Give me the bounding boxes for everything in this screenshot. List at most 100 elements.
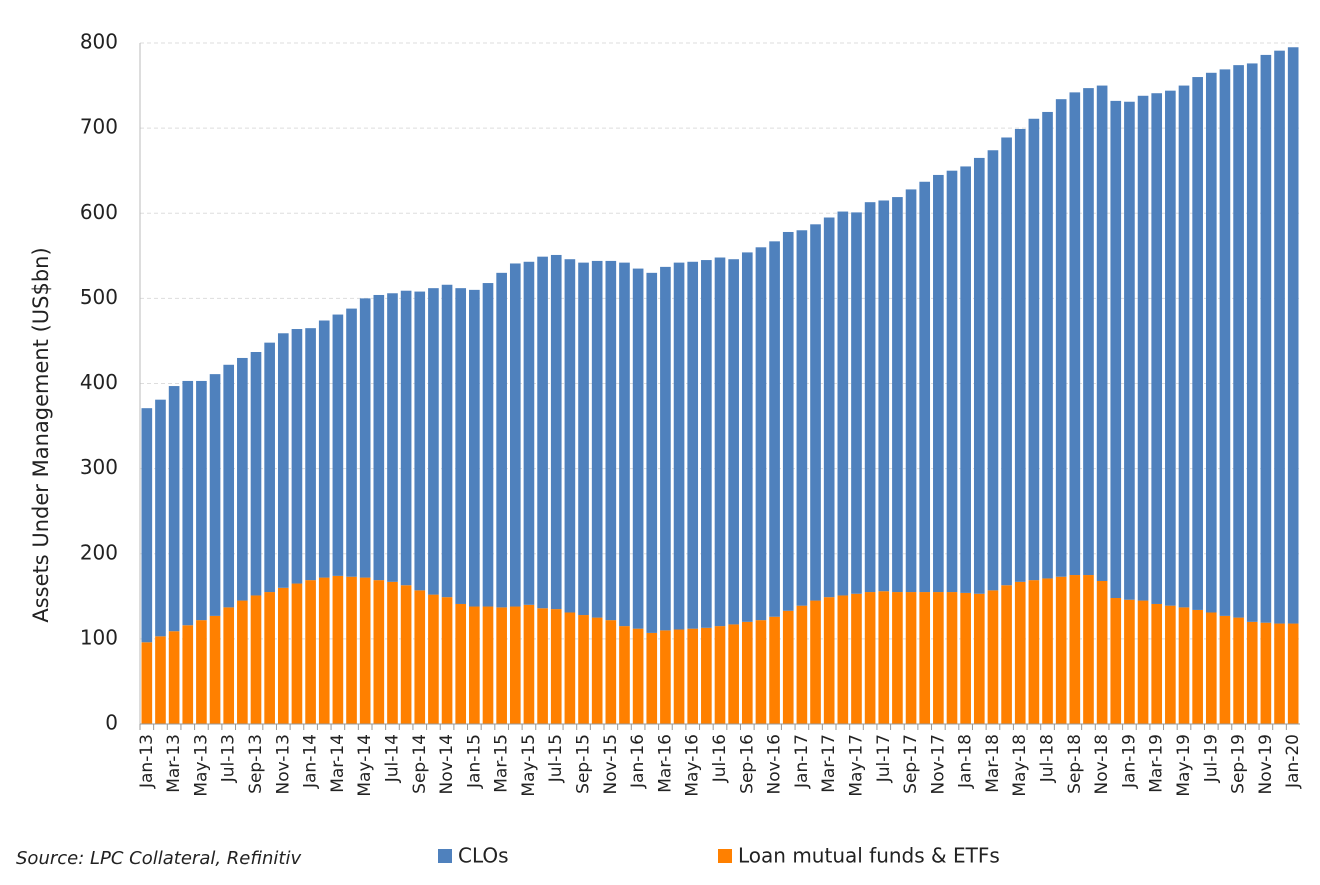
bar-segment	[264, 592, 275, 724]
bar-segment	[673, 262, 685, 630]
bar-segment	[1287, 623, 1299, 724]
bar-segment	[428, 288, 439, 595]
bar-segment	[168, 631, 180, 724]
bar-segment	[1096, 85, 1108, 581]
x-tick-label: Jan-17	[792, 734, 812, 789]
x-tick-label: Jul-15	[546, 734, 566, 783]
x-tick-label: Mar-15	[492, 734, 512, 793]
bar-segment	[878, 591, 890, 724]
bar-segment	[550, 254, 562, 610]
bar-segment	[973, 157, 985, 594]
bar-segment	[701, 627, 712, 724]
bar-segment	[1205, 72, 1217, 613]
bar-segment	[1178, 85, 1190, 608]
bar-segment	[782, 231, 794, 611]
bar-segment	[1274, 623, 1285, 724]
bar-segment	[605, 260, 617, 621]
bar-segment	[892, 197, 903, 593]
bar-segment	[1001, 585, 1012, 724]
bar-segment	[591, 260, 603, 618]
bar-segment	[851, 212, 862, 594]
x-tick-label: May-15	[519, 734, 539, 797]
bar-segment	[646, 272, 658, 633]
bar-segment	[632, 628, 644, 724]
bar-segment	[1124, 599, 1135, 724]
x-tick-label: Jul-16	[710, 734, 730, 783]
x-tick-label: Mar-19	[1147, 734, 1167, 793]
bar-segment	[892, 592, 903, 724]
x-tick-label: Mar-18	[983, 734, 1003, 793]
bar-segment	[878, 200, 890, 592]
bar-segment	[237, 357, 248, 601]
bar-segment	[905, 592, 917, 724]
x-tick-label: Mar-13	[164, 734, 184, 793]
bar-segment	[933, 592, 944, 724]
x-tick-label: Jan-18	[956, 734, 976, 789]
y-tick-label: 800	[80, 30, 118, 54]
bar-segment	[523, 604, 535, 724]
y-tick-label: 500	[80, 285, 118, 309]
x-tick-label: Nov-16	[765, 734, 785, 795]
bar-segment	[796, 230, 808, 606]
bar-segment	[359, 298, 371, 578]
bar-segment	[960, 592, 971, 724]
bar-segment	[619, 262, 630, 627]
bar-segment	[537, 608, 548, 724]
bar-segment	[305, 580, 316, 724]
bar-segment	[250, 595, 262, 724]
bar-segment	[1260, 622, 1272, 724]
bar-segment	[851, 593, 862, 724]
legend-label: CLOs	[458, 844, 509, 868]
bar-segment	[1246, 63, 1258, 622]
bar-segment	[1219, 69, 1231, 616]
bar-segment	[578, 615, 589, 724]
bar-segment	[1274, 50, 1285, 624]
legend-label: Loan mutual funds & ETFs	[738, 844, 1000, 868]
bar-segment	[1205, 612, 1217, 724]
bar-segment	[223, 364, 235, 608]
bar-segment	[960, 166, 971, 593]
bar-segment	[1178, 607, 1190, 724]
bar-segment	[755, 247, 767, 621]
x-tick-label: Jan-13	[137, 734, 157, 789]
legend-swatch	[718, 849, 732, 863]
bar-segment	[660, 266, 671, 631]
bar-segment	[632, 268, 644, 629]
bar-segment	[168, 386, 180, 632]
bar-segment	[591, 617, 603, 724]
bar-segment	[1233, 617, 1244, 724]
bar-segment	[1192, 77, 1203, 610]
bar-segment	[182, 625, 194, 724]
bar-segment	[728, 624, 739, 724]
x-tick-label: Jul-17	[874, 734, 894, 783]
x-tick-label: Sep-17	[901, 734, 921, 794]
bar-segment	[946, 170, 958, 593]
bar-segment	[1110, 100, 1122, 599]
x-tick-label: May-17	[846, 734, 866, 797]
x-tick-label: May-19	[1174, 734, 1194, 797]
bar-segment	[1014, 581, 1026, 724]
y-tick-label: 400	[80, 370, 118, 394]
bar-segment	[455, 603, 467, 724]
bar-segment	[291, 583, 303, 724]
x-tick-label: Mar-16	[655, 734, 675, 793]
bar-segment	[605, 620, 617, 724]
x-tick-label: Jul-13	[219, 734, 239, 783]
bar-segment	[714, 257, 726, 627]
bar-segment	[905, 189, 917, 593]
bar-segment	[687, 261, 699, 629]
bar-segment	[769, 616, 780, 724]
bar-segment	[196, 620, 207, 724]
bar-segment	[264, 342, 275, 593]
bar-segment	[509, 606, 521, 724]
y-tick-label: 600	[80, 200, 118, 224]
bar-segment	[1151, 93, 1163, 604]
bar-segment	[810, 224, 821, 601]
bar-segment	[496, 272, 507, 608]
bar-segment	[346, 308, 357, 577]
x-tick-label: Sep-14	[410, 734, 430, 794]
bar-segment	[837, 595, 849, 724]
bar-segment	[864, 202, 876, 593]
x-tick-label: May-16	[683, 734, 703, 797]
